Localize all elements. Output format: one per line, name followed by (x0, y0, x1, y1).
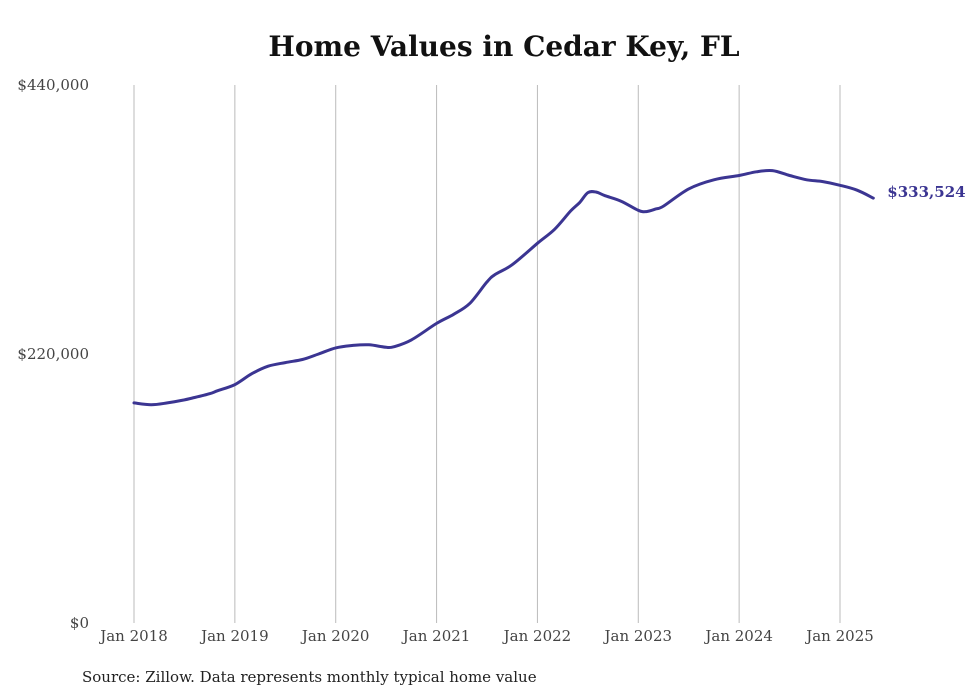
x-tick-label: Jan 2025 (804, 627, 874, 645)
source-note: Source: Zillow. Data represents monthly … (82, 668, 537, 686)
x-tick-label: Jan 2024 (703, 627, 773, 645)
series-layer (132, 168, 875, 407)
y-tick-label: $440,000 (17, 76, 89, 94)
x-tick-label: Jan 2018 (98, 627, 168, 645)
data-labels: $333,524 (887, 183, 965, 201)
end-value-label: $333,524 (887, 183, 965, 201)
series-line (132, 168, 875, 407)
x-tick-label: Jan 2023 (603, 627, 673, 645)
x-tick-label: Jan 2019 (199, 627, 269, 645)
chart-title: Home Values in Cedar Key, FL (268, 30, 740, 63)
x-axis-ticks: Jan 2018 Jan 2019 Jan 2020 Jan 2021 Jan 2022… (98, 627, 874, 645)
gridlines (133, 85, 841, 623)
y-tick-label: $220,000 (17, 345, 89, 363)
y-tick-label: $0 (70, 614, 89, 632)
x-tick-label: Jan 2021 (401, 627, 471, 645)
x-tick-label: Jan 2022 (502, 627, 572, 645)
x-tick-label: Jan 2020 (300, 627, 370, 645)
y-axis-ticks: $0 $220,000 $440,000 (17, 76, 89, 632)
